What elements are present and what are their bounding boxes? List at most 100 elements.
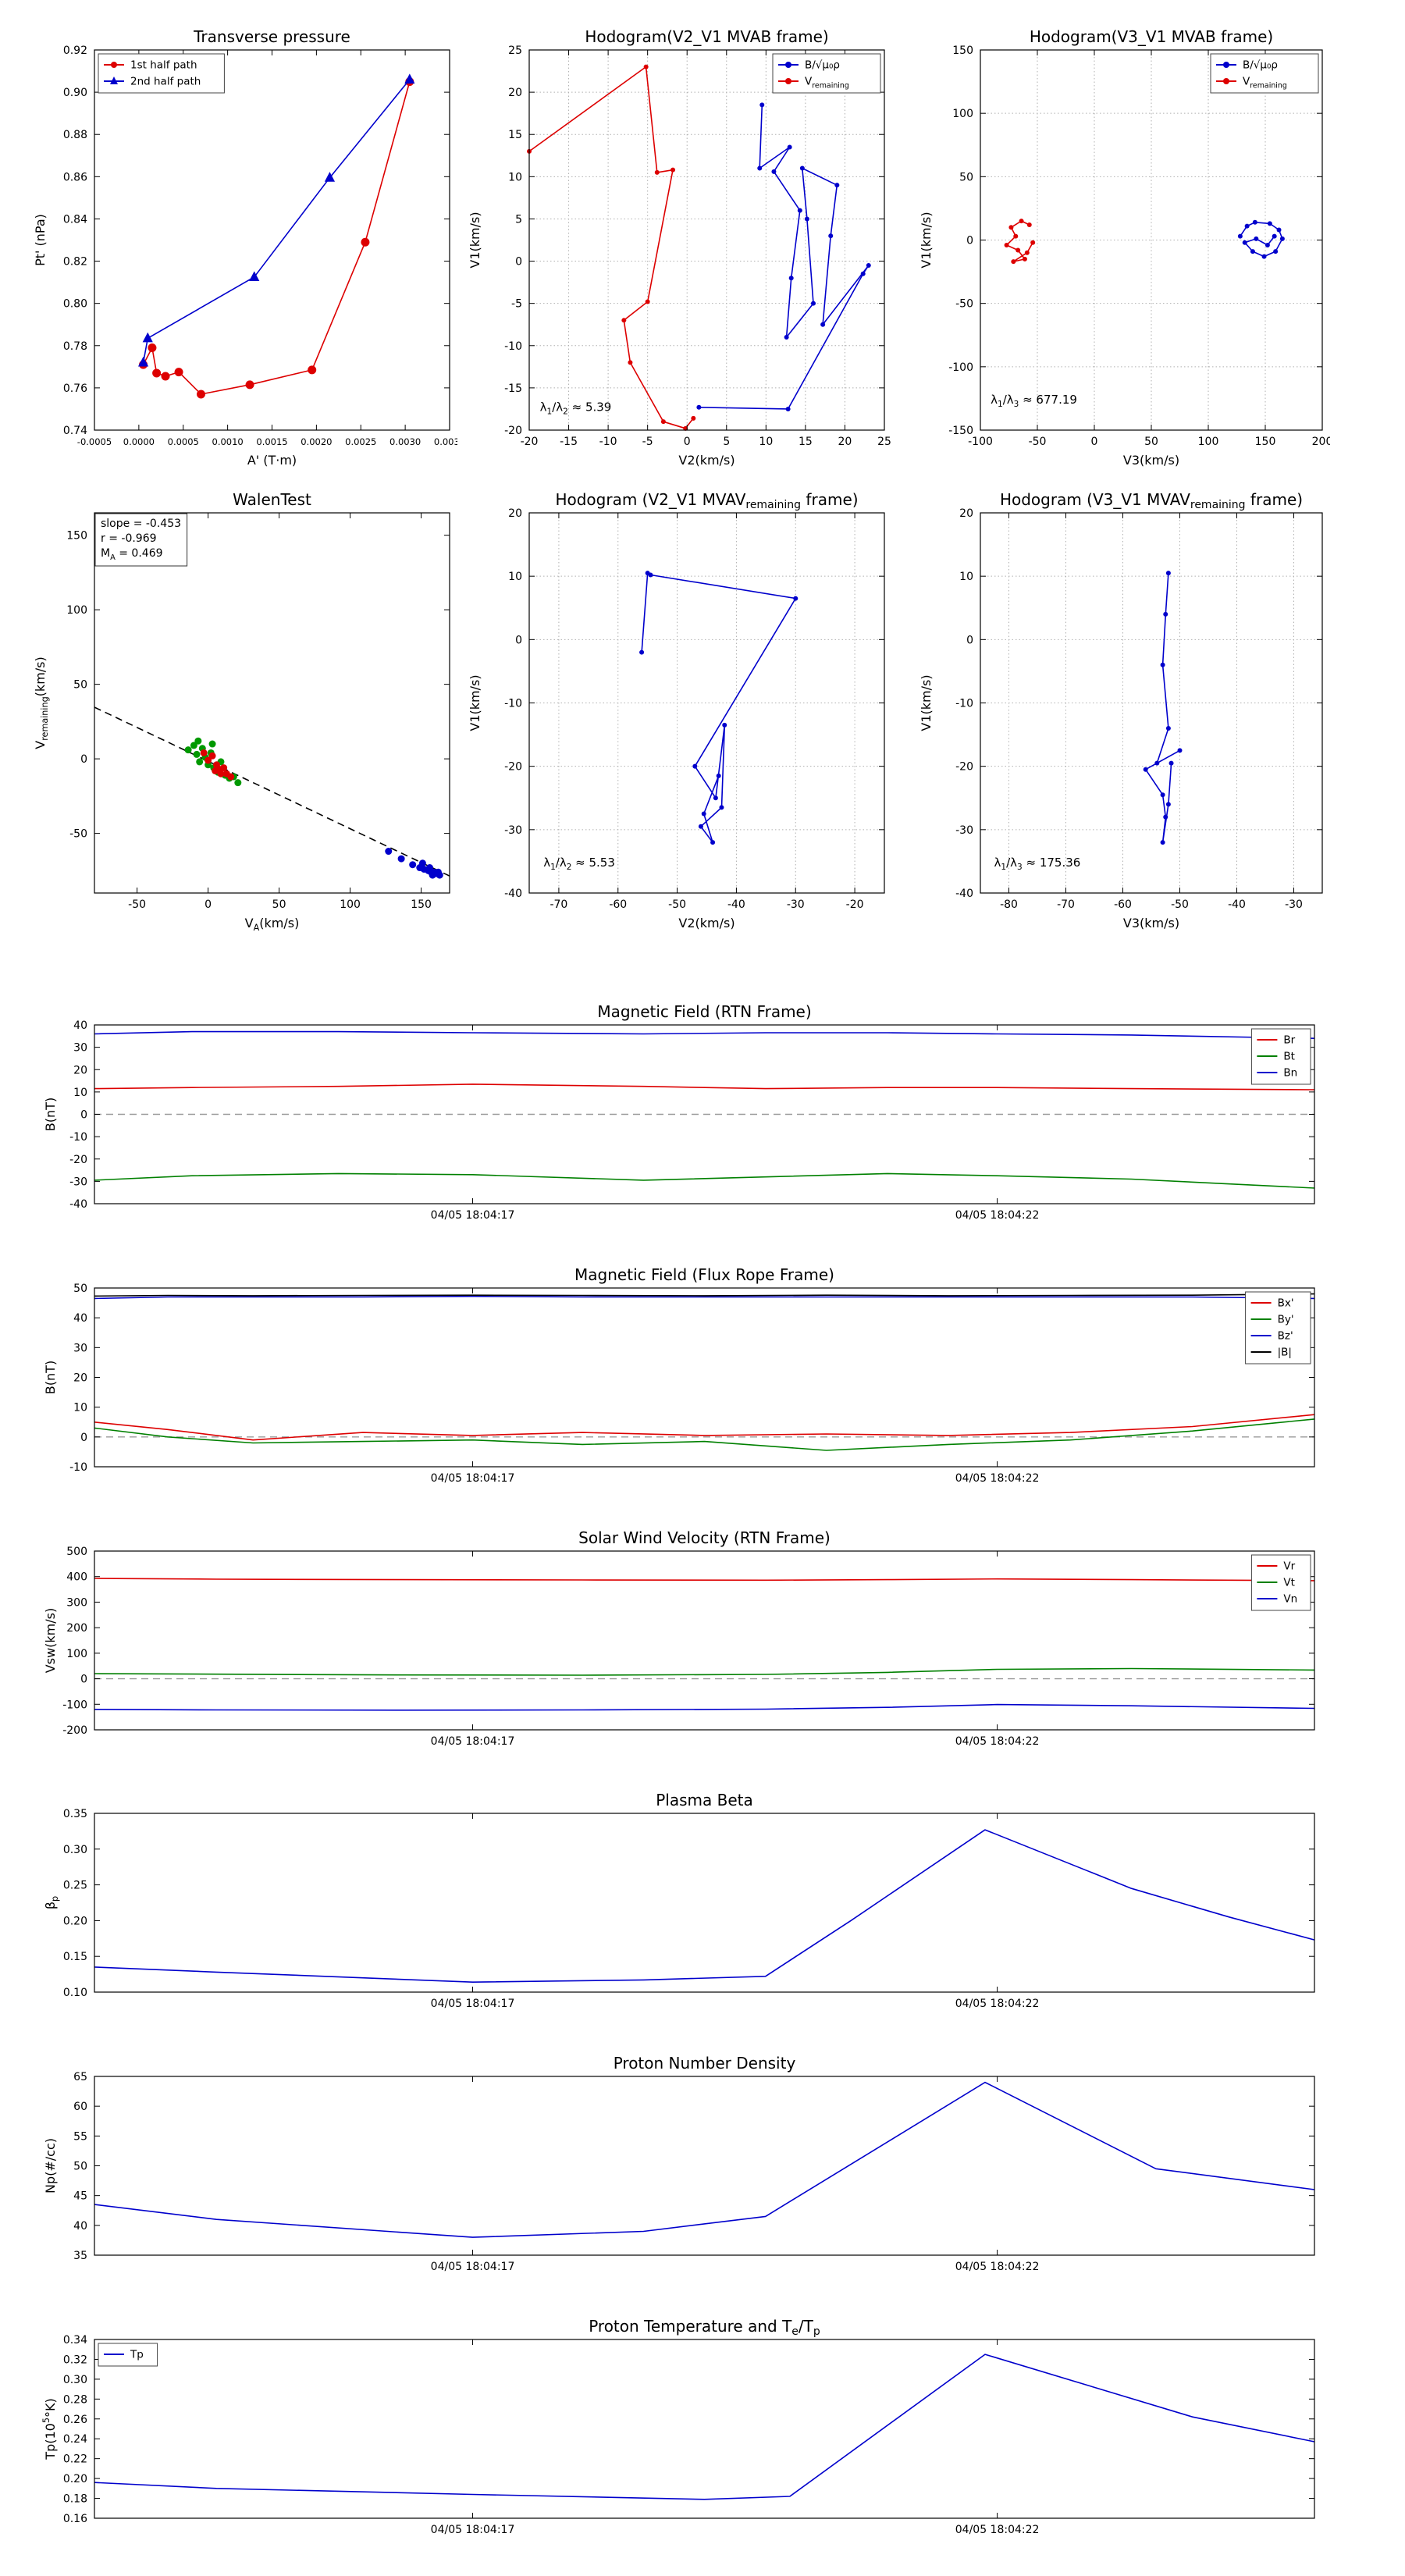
y-tick-label: -50	[955, 298, 973, 311]
y-tick-label: 0.76	[63, 382, 87, 395]
x-tick-label: 04/05 18:04:17	[431, 1209, 515, 1222]
chart-hodogram-v2v1-mvab: -20 -15 -10 -5 0 5 10 15 20 25 -20 -15 -10 -5 0 5 10 15 20…	[451, 27, 892, 473]
annotation: λ1/λ3 ≈ 175.36	[994, 856, 1081, 872]
x-tick-label: 0.0025	[345, 436, 376, 447]
y-tick-label: 50	[73, 679, 87, 692]
y-tick-label: 0	[80, 1674, 87, 1686]
chart-svg-hodogram_v2v1_mvav: -70 -60 -50 -40 -30 -20 -40 -30 -20 -10 0 10 20 Hodog…	[468, 490, 885, 930]
y-tick-label: 50	[73, 2161, 87, 2173]
series-Bt	[94, 1172, 1315, 1189]
y-tick-label: 10	[508, 171, 522, 183]
legend-label: B/√μ₀ρ	[1243, 59, 1278, 72]
chart-title: Transverse pressure	[193, 27, 350, 46]
y-tick-label: 20	[73, 1372, 87, 1385]
y-tick-label: -5	[511, 298, 522, 311]
x-tick-label: 150	[411, 898, 432, 911]
y-tick-label: 0.82	[63, 256, 87, 269]
y-tick-label: 50	[73, 1283, 87, 1295]
x-tick-label: 0.0020	[301, 436, 332, 447]
legend: B/√μ₀ρ Vremaining	[1210, 53, 1319, 94]
series-B over sqrt mu0 rho	[696, 102, 871, 411]
chart-svg-plasma_beta: 04/05 18:04:17 04/05 18:04:22 0.10 0.15 0.20…	[43, 1791, 1315, 2010]
chart-plasma-beta: 04/05 18:04:17 04/05 18:04:22 0.10 0.15 0.20…	[32, 1791, 1322, 2025]
x-tick-label: 100	[340, 898, 361, 911]
y-tick-label: 0.86	[63, 171, 87, 183]
y-tick-label: -20	[69, 1154, 87, 1166]
x-tick-label: -15	[560, 436, 578, 448]
y-tick-label: -30	[69, 1176, 87, 1188]
y-tick-label: 0.22	[63, 2453, 87, 2466]
x-tick-label: 15	[799, 436, 813, 448]
y-tick-label: 0.20	[63, 1915, 87, 1927]
chart-title: Hodogram(V2_V1 MVAB frame)	[585, 27, 828, 46]
chart-title: Magnetic Field (Flux Rope Frame)	[574, 1266, 834, 1284]
x-tick-label: -30	[787, 898, 805, 911]
x-tick-label: 0.0010	[212, 436, 244, 447]
legend-label: Vr	[1283, 1560, 1295, 1573]
legend: Vr Vt Vn	[1250, 1554, 1311, 1611]
plot-area	[94, 1030, 1315, 1189]
y-tick-label: 0.30	[63, 2374, 87, 2386]
legend-label: Vt	[1283, 1577, 1295, 1589]
y-tick-label: -30	[955, 824, 973, 837]
series-V remaining hodogram	[639, 571, 799, 845]
series-V remaining	[527, 64, 696, 431]
y-tick-label: 65	[73, 2071, 87, 2083]
y-tick-label: 20	[508, 507, 522, 520]
plot-area	[137, 73, 415, 399]
y-tick-label: 10	[508, 571, 522, 583]
series-Br	[94, 1083, 1315, 1091]
y-tick-label: 0.84	[63, 213, 87, 226]
y-tick-label: 400	[66, 1571, 87, 1584]
chart-svg-mag_fluxrope: 04/05 18:04:17 04/05 18:04:22 -10 0 10 20 30 40…	[43, 1266, 1315, 1485]
x-tick-label: -30	[1285, 898, 1303, 911]
chart-title: Solar Wind Velocity (RTN Frame)	[578, 1529, 831, 1547]
plot-area	[94, 706, 450, 879]
y-tick-label: 0.28	[63, 2393, 87, 2406]
y-tick-label: 40	[73, 1312, 87, 1325]
x-tick-label: -20	[521, 436, 539, 448]
y-tick-label: -40	[955, 888, 973, 900]
chart-svg-hodogram_v3v1_mvab: -100 -50 0 50 100 150 200-150-100-50050100150H…	[919, 27, 1330, 468]
y-tick-label: 0.20	[63, 2473, 87, 2485]
y-axis-label: B(nT)	[43, 1361, 58, 1394]
legend: B/√μ₀ρ Vremaining	[772, 53, 881, 94]
legend-label: Br	[1283, 1034, 1295, 1047]
plot-area	[527, 49, 885, 431]
legend-label: By'	[1278, 1314, 1294, 1326]
legend-label: Tp	[130, 2349, 144, 2361]
chart-magnetic-field-rtn: 04/05 18:04:17 04/05 18:04:22 -40 -30 -20 -10…	[32, 1003, 1322, 1236]
y-tick-label: 0	[80, 753, 87, 766]
legend: Tp	[98, 2343, 158, 2367]
y-axis-label: Tp(105°K)	[41, 2398, 58, 2460]
axes-frame	[94, 1550, 1315, 1731]
y-tick-label: -50	[69, 828, 87, 841]
y-tick-label: 45	[73, 2190, 87, 2203]
x-tick-label: 0	[205, 898, 212, 911]
x-tick-label: 04/05 18:04:17	[431, 1472, 515, 1485]
y-tick-label: 0.18	[63, 2493, 87, 2506]
axes-frame	[94, 2339, 1315, 2519]
y-tick-label: 5	[515, 213, 522, 226]
y-tick-label: -20	[955, 761, 973, 774]
x-tick-label: 0.0030	[389, 436, 421, 447]
y-axis-label: V1(km/s)	[919, 212, 934, 268]
y-tick-label: 0.88	[63, 129, 87, 141]
legend: Bx' By' Bz' |B|	[1245, 1291, 1311, 1364]
chart-title: Proton Number Density	[614, 2055, 796, 2073]
axes-frame	[94, 49, 450, 431]
series-|B|	[94, 1293, 1315, 1297]
x-tick-label: 04/05 18:04:17	[431, 2524, 515, 2536]
series-walen fit	[94, 706, 450, 877]
series-Bx'	[94, 1414, 1315, 1441]
x-tick-label: 10	[759, 436, 773, 448]
x-tick-label: 200	[1312, 436, 1330, 448]
y-axis-label: Pt' (nPa)	[33, 214, 48, 266]
stats-line: r = -0.969	[101, 532, 157, 545]
x-tick-label: 0.0035	[434, 436, 457, 447]
y-tick-label: -150	[948, 425, 973, 437]
stats-line: MA = 0.469	[101, 547, 163, 562]
y-tick-label: 10	[73, 1402, 87, 1414]
x-tick-label: 5	[723, 436, 730, 448]
y-tick-label: 300	[66, 1596, 87, 1609]
